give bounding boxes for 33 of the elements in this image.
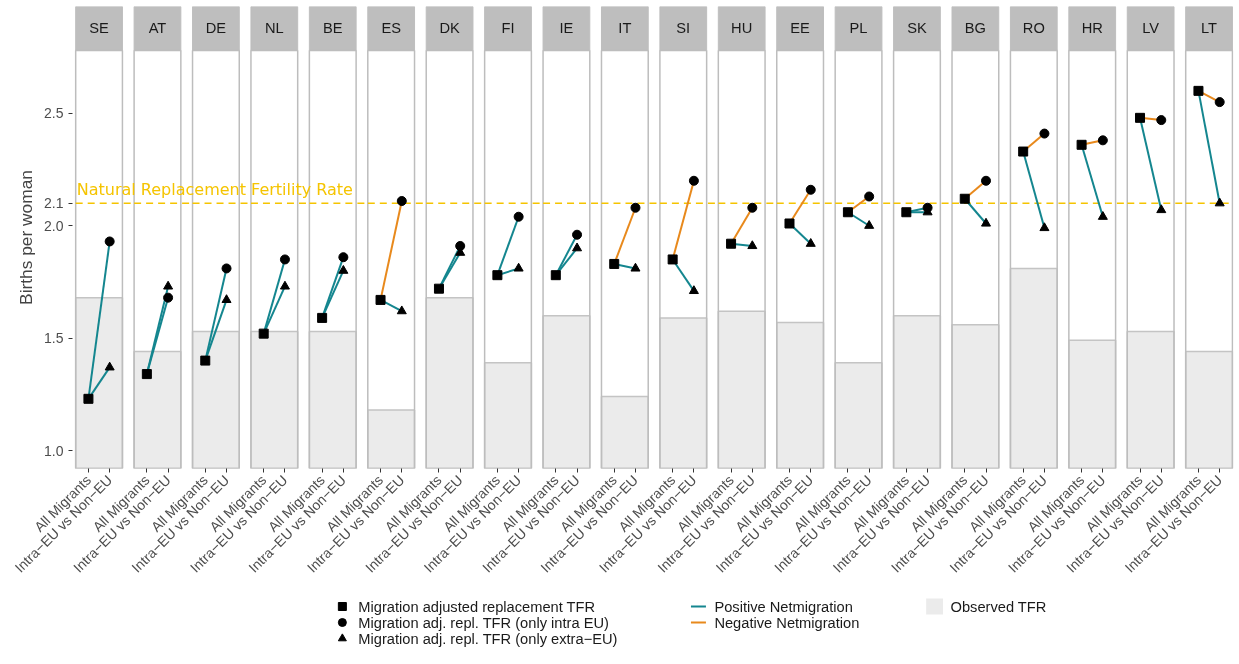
legend-label: Positive Netmigration: [714, 598, 853, 615]
chart-title: DK: [439, 20, 460, 37]
chart-title: ES: [381, 20, 402, 37]
y-tick-label: 2.0: [44, 217, 64, 234]
chart-title: SE: [89, 20, 110, 37]
chart-title: SI: [676, 20, 691, 37]
y-tick-label: 1.0: [44, 442, 64, 459]
legend-label: Migration adj. repl. TFR (only extra−EU): [358, 630, 618, 647]
y-tick-label: 2.1: [44, 195, 64, 212]
y-tick-label: 1.5: [44, 330, 64, 347]
chart-title: NL: [264, 20, 284, 37]
chart-title: EE: [790, 20, 811, 37]
legend-label: Migration adjusted replacement TFR: [358, 598, 596, 615]
chart-title: AT: [148, 20, 167, 37]
chart-title: BE: [322, 20, 343, 37]
chart-title: PL: [849, 20, 868, 37]
legend-label: Negative Netmigration: [714, 614, 860, 631]
chart-title: HU: [731, 20, 753, 37]
chart-title: HR: [1081, 20, 1103, 37]
chart-title: FI: [501, 20, 515, 37]
chart-title: IT: [618, 20, 632, 37]
chart-title: LT: [1201, 20, 1218, 37]
ref-line-label: Natural Replacement Fertility Rate: [76, 180, 353, 200]
legend-label: Migration adj. repl. TFR (only intra EU): [358, 614, 609, 631]
legend-label: Observed TFR: [950, 598, 1047, 615]
chart-title: SK: [907, 20, 927, 37]
y-axis-title: Births per woman: [16, 170, 37, 305]
chart-title: DE: [205, 20, 227, 37]
chart-title: BG: [964, 20, 986, 37]
y-tick-label: 2.5: [44, 105, 64, 122]
chart-title: LV: [1142, 20, 1160, 37]
chart-title: RO: [1022, 20, 1045, 37]
chart-title: IE: [559, 20, 574, 37]
